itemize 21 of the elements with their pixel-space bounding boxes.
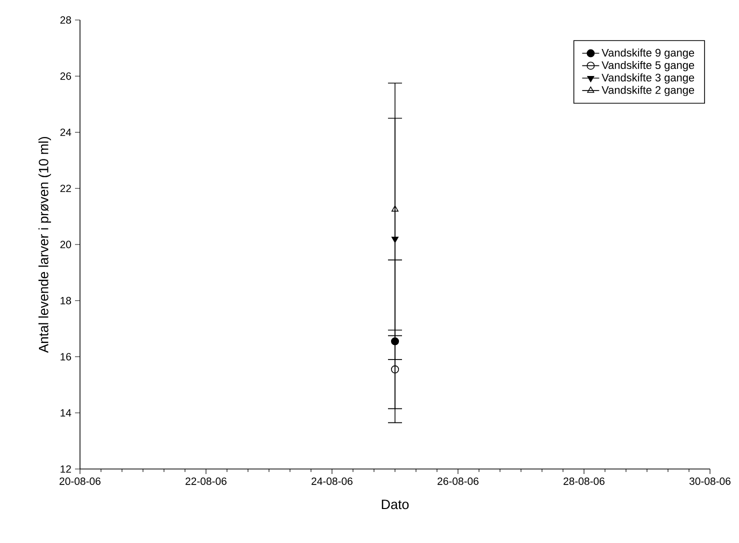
x-axis-title: Dato [382, 500, 409, 510]
x-tick-label: 30-08-06 [689, 478, 730, 485]
legend-label: Vandskifte 9 gange [602, 48, 694, 59]
y-tick-label: 16 [60, 353, 72, 360]
y-tick-label: 28 [60, 16, 72, 24]
y-tick-label: 20 [60, 240, 72, 248]
legend-label: Vandskifte 2 gange [602, 86, 694, 96]
y-tick-label: 24 [60, 128, 72, 136]
y-tick-label: 18 [60, 296, 72, 304]
x-tick-label: 26-08-06 [438, 478, 478, 485]
x-tick-label: 22-08-06 [186, 478, 226, 485]
y-axis-title: Antal levende larver i prøven (10 ml) [38, 136, 52, 353]
legend-label: Vandskifte 3 gange [602, 73, 694, 84]
y-tick-label: 12 [60, 465, 71, 473]
y-tick-label: 26 [60, 72, 72, 80]
legend-label: Vandskifte 5 gange [602, 60, 694, 72]
y-tick-label: 22 [60, 184, 71, 192]
x-tick-label: 28-08-06 [564, 478, 604, 485]
x-tick-label: 24-08-06 [312, 478, 352, 485]
x-tick-label: 20-08-06 [60, 478, 100, 485]
y-tick-label: 14 [60, 409, 72, 416]
